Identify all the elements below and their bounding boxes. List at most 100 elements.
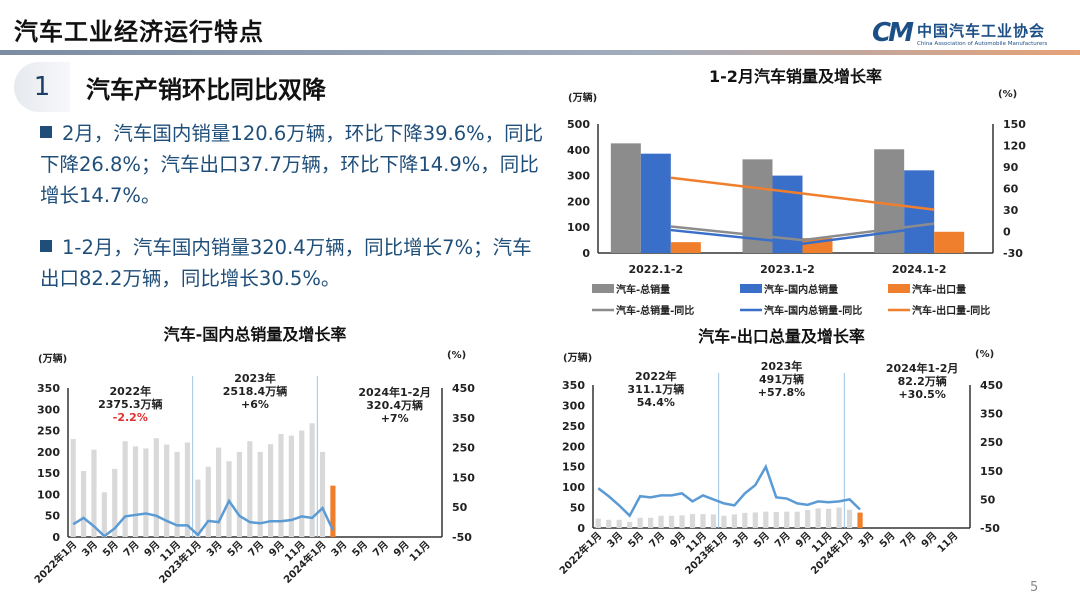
bar-month <box>679 515 685 528</box>
y2-tick-label: 450 <box>452 382 475 395</box>
bar-month <box>195 479 201 537</box>
y-tick-label: 200 <box>37 446 60 459</box>
y2-tick-label: -50 <box>452 531 472 544</box>
bar-month <box>205 466 211 537</box>
bar-month <box>763 511 769 528</box>
bullet-text: 1-2月，汽车国内销量320.4万辆，同比增长7%；汽车出口82.2万辆，同比增… <box>40 236 532 290</box>
legend-label: 汽车-国内总销量 <box>764 283 838 296</box>
y-tick-label: 300 <box>567 170 590 183</box>
chart-title: 1-2月汽车销量及增长率 <box>709 67 882 86</box>
y-tick-label: 150 <box>37 467 60 480</box>
legend-label: 汽车-总销量-同比 <box>616 304 694 317</box>
annotation-text: 2024年1-2月 <box>886 361 959 375</box>
bar-month <box>132 446 139 537</box>
bar-month <box>637 517 643 528</box>
legend-swatch <box>888 284 910 293</box>
bar-domestic <box>640 153 671 253</box>
header-divider <box>0 50 1080 55</box>
bar-month <box>805 510 811 528</box>
bar-month <box>299 430 305 537</box>
x-tick-label: 3月 <box>204 539 224 559</box>
annotation-text: 2024年1-2月 <box>358 385 431 399</box>
x-tick-label: 5月 <box>100 539 120 559</box>
growth-line <box>670 222 935 242</box>
annotation-text: +7% <box>381 412 409 425</box>
x-tick-label: 2022年1月 <box>556 529 604 577</box>
bar-month <box>606 519 612 528</box>
y-tick-label: 100 <box>562 481 585 494</box>
bar-month <box>752 512 758 528</box>
bar-month <box>164 444 170 537</box>
bar-month <box>184 442 191 537</box>
annotation-text: +6% <box>241 398 269 411</box>
annotation-text: 2022年 <box>635 369 677 383</box>
logo: CM 中国汽车工业协会 China Association of Automob… <box>872 18 1047 48</box>
y-axis-unit: (万辆) <box>563 351 592 364</box>
legend-swatch <box>740 284 762 293</box>
page-title: 汽车工业经济运行特点 <box>14 18 264 46</box>
page-number: 5 <box>1030 580 1039 595</box>
annotation-text: 82.2万辆 <box>898 374 947 388</box>
y2-tick-label: 90 <box>1003 161 1019 174</box>
y-tick-label: 250 <box>37 425 60 438</box>
growth-line <box>597 463 861 518</box>
y-tick-label: 0 <box>52 531 60 544</box>
x-tick-label: 11月 <box>935 530 960 555</box>
x-tick-label: 5月 <box>877 530 897 550</box>
bar-month <box>236 451 243 537</box>
x-tick-label: 3月 <box>329 539 349 559</box>
x-tick-label: 2022年1月 <box>31 538 79 586</box>
growth-line <box>670 176 935 211</box>
bar-export <box>670 242 701 253</box>
section-number: 1 <box>14 62 70 112</box>
annotation-text: 54.4% <box>637 396 675 409</box>
y-tick-label: 50 <box>570 502 586 515</box>
logo-mark: CM <box>872 18 914 48</box>
y-tick-label: 100 <box>37 488 60 501</box>
y2-tick-label: -30 <box>1003 247 1023 260</box>
legend-label: 汽车-出口量 <box>912 283 966 296</box>
y2-tick-label: 30 <box>1003 204 1019 217</box>
y-tick-label: 100 <box>567 221 590 234</box>
y-tick-label: 0 <box>582 247 590 260</box>
bar-month <box>278 433 284 537</box>
bar-month <box>143 448 149 537</box>
bar-month <box>112 468 118 537</box>
annotation-text: 2518.4万辆 <box>223 384 287 398</box>
bar-month <box>689 514 696 528</box>
x-tick-label: 7月 <box>898 530 918 550</box>
y-tick-label: 300 <box>37 403 60 416</box>
x-tick-label: 2024.1-2 <box>892 263 947 276</box>
annotation-text: 2022年 <box>110 384 152 398</box>
y-tick-label: 400 <box>567 144 590 157</box>
y2-tick-label: 150 <box>980 465 1003 478</box>
y2-tick-label: 350 <box>980 408 1003 421</box>
bar-total <box>874 149 905 253</box>
y-tick-label: 200 <box>567 195 590 208</box>
bar-month <box>710 514 717 528</box>
section-title: 汽车产销环比同比双降 <box>86 75 326 104</box>
annotation-text: 2023年 <box>761 359 803 373</box>
chart-title: 汽车-国内总销量及增长率 <box>164 325 347 344</box>
y-tick-label: 350 <box>37 382 60 395</box>
bar-total <box>610 143 641 253</box>
y2-tick-label: 250 <box>452 442 475 455</box>
y-tick-label: 50 <box>45 510 61 523</box>
annotation-highlight: -2.2% <box>113 411 148 424</box>
annotation-text: +30.5% <box>898 388 945 401</box>
x-tick-label: 11月 <box>407 539 432 564</box>
annotation-text: 320.4万辆 <box>366 398 423 412</box>
bar-month <box>794 511 800 528</box>
bullet-square-icon <box>40 240 52 252</box>
x-tick-label: 2023.1-2 <box>760 263 815 276</box>
bar-month <box>319 451 326 537</box>
y-tick-label: 350 <box>562 379 585 392</box>
bar-month <box>836 507 842 528</box>
bar-current-month <box>857 512 863 528</box>
y2-tick-label: 120 <box>1003 140 1026 153</box>
bar-month <box>815 508 821 528</box>
bar-month <box>616 519 622 528</box>
x-tick-label: 3月 <box>730 530 750 550</box>
annotation-text: 491万辆 <box>759 372 804 386</box>
bar-export <box>934 231 965 253</box>
